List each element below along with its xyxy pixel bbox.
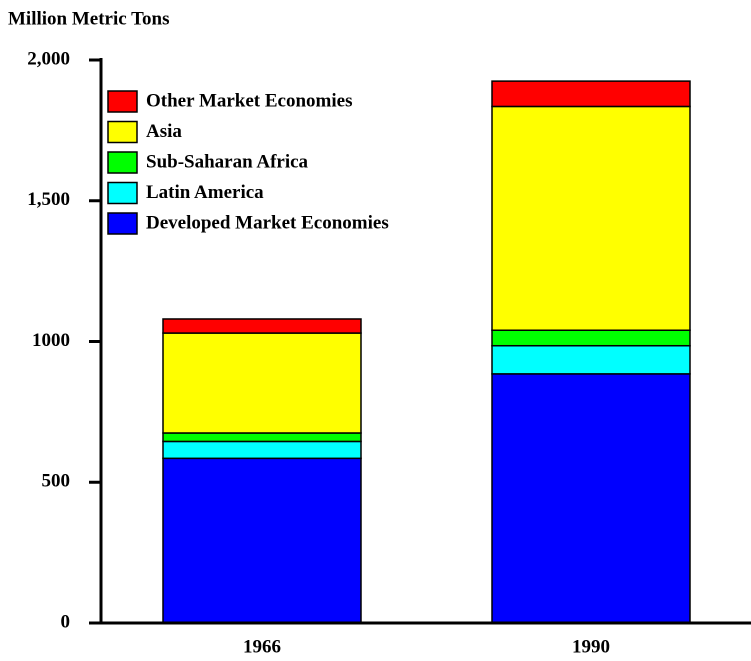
bar-segment (491, 105, 691, 331)
legend-swatch (107, 90, 138, 113)
legend-swatch (107, 212, 138, 235)
bar-segment (162, 318, 362, 334)
bar-segment (491, 80, 691, 108)
x-tick-label: 1990 (572, 636, 610, 657)
legend-label: Developed Market Economies (146, 212, 389, 233)
bar-segment (491, 344, 691, 375)
y-tick-label: 2,000 (27, 48, 70, 69)
legend-swatch (107, 151, 138, 174)
bar-segment (162, 332, 362, 434)
bar-segment (491, 373, 691, 624)
legend-swatch (107, 181, 138, 205)
bar-segment (491, 329, 691, 347)
legend-label: Asia (146, 121, 182, 142)
y-tick-label: 1,500 (27, 189, 70, 210)
bar-segment (162, 432, 362, 443)
legend-label: Latin America (146, 182, 264, 203)
legend-label: Other Market Economies (146, 90, 353, 111)
y-tick-label: 0 (61, 611, 71, 632)
bar-segment (162, 440, 362, 460)
x-tick-label: 1966 (243, 636, 281, 657)
bar-segment (162, 457, 362, 624)
legend-label: Sub-Saharan Africa (146, 151, 309, 172)
y-axis-label: Million Metric Tons (8, 8, 170, 29)
y-tick-label: 500 (42, 471, 71, 492)
legend-swatch (107, 120, 138, 144)
y-tick-label: 1000 (32, 330, 70, 351)
